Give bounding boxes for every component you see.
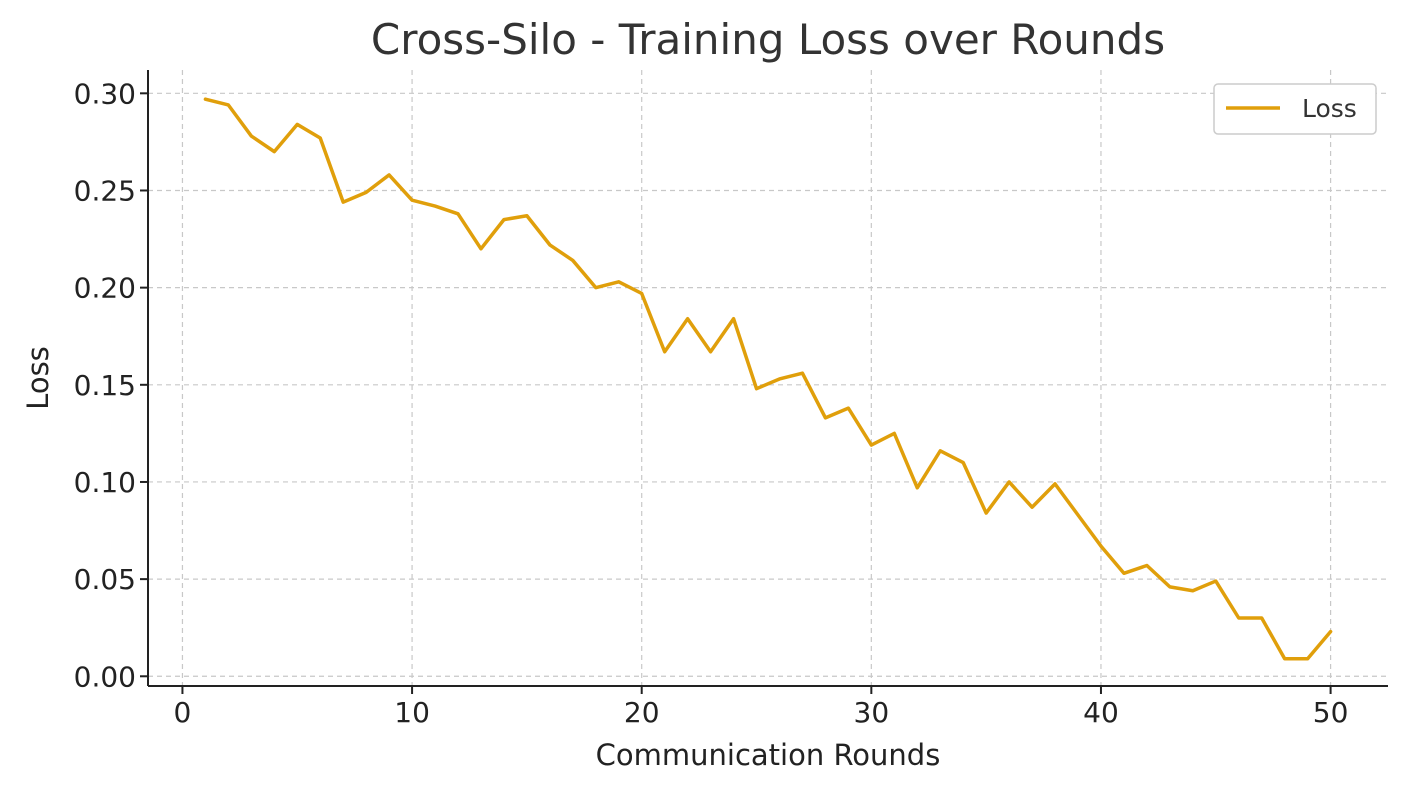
x-tick-label: 10 (394, 696, 430, 729)
ticks: 0 10 20 30 40 50 0.00 0.05 0.10 0.15 0.20 0.25 0.30 (74, 77, 1349, 729)
y-axis-label: Loss (21, 346, 55, 410)
x-tick-label: 50 (1313, 696, 1349, 729)
grid (148, 70, 1388, 686)
x-tick-label: 30 (854, 696, 890, 729)
series-layer (203, 97, 1333, 661)
x-tick-label: 20 (624, 696, 660, 729)
x-tick-label: 40 (1083, 696, 1119, 729)
axes (147, 70, 1388, 687)
x-axis-label: Communication Rounds (596, 738, 941, 772)
y-tick-label: 0.30 (74, 77, 136, 110)
y-tick-label: 0.00 (74, 660, 136, 693)
legend: Loss (1213, 83, 1377, 135)
y-tick-label: 0.25 (74, 174, 136, 207)
y-tick-label: 0.10 (74, 466, 136, 499)
series-line-loss (203, 97, 1333, 661)
legend-box (1213, 83, 1377, 135)
y-tick-label: 0.15 (74, 369, 136, 402)
legend-entry-loss: Loss (1302, 94, 1357, 123)
x-tick-label: 0 (174, 696, 192, 729)
y-tick-label: 0.20 (74, 272, 136, 305)
y-tick-label: 0.05 (74, 563, 136, 596)
chart-title: Cross-Silo - Training Loss over Rounds (371, 15, 1165, 64)
